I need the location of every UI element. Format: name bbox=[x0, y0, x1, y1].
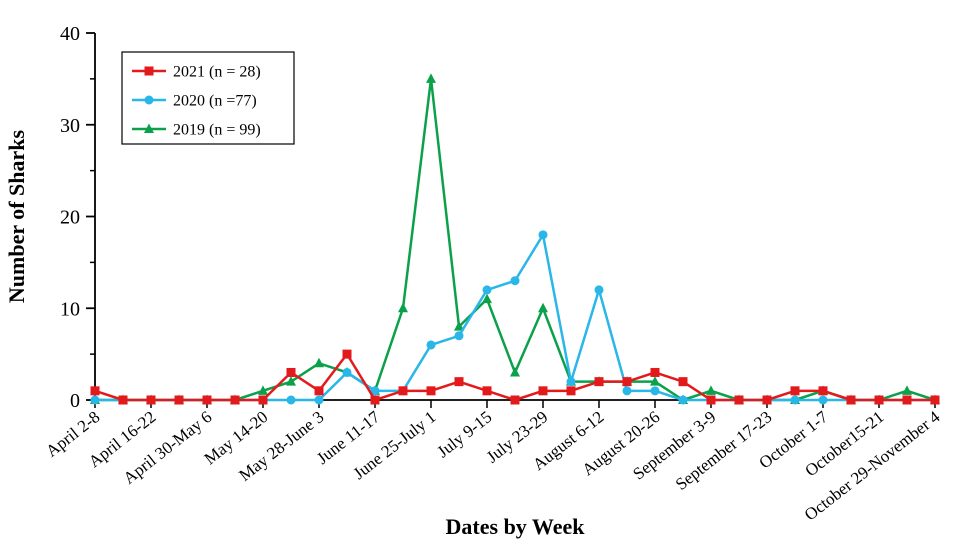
square-marker-2021 bbox=[202, 395, 212, 405]
legend-entry-2020: 2020 (n =77) bbox=[132, 93, 257, 110]
circle-marker-2020 bbox=[342, 367, 352, 377]
circle-marker-2020 bbox=[454, 331, 464, 341]
circle-marker-2020 bbox=[314, 395, 324, 405]
y-tick-label: 10 bbox=[60, 298, 80, 320]
y-tick-label: 0 bbox=[70, 390, 80, 412]
y-axis-title: Number of Sharks bbox=[4, 129, 29, 303]
square-marker-2021 bbox=[230, 395, 240, 405]
square-marker-2021 bbox=[342, 349, 352, 359]
square-marker-2021 bbox=[790, 386, 800, 396]
square-marker-2021 bbox=[734, 395, 744, 405]
circle-marker-2020 bbox=[538, 230, 548, 240]
circle-marker-2020 bbox=[426, 340, 436, 350]
triangle-marker-2019 bbox=[286, 376, 296, 386]
series-2021-line bbox=[94, 352, 935, 402]
circle-marker-2020 bbox=[510, 276, 520, 286]
triangle-marker-2019 bbox=[482, 293, 492, 304]
triangle-marker-2019 bbox=[902, 385, 912, 395]
legend-square-icon bbox=[144, 66, 154, 76]
triangle-marker-2019 bbox=[510, 366, 520, 377]
square-marker-2021 bbox=[146, 395, 156, 405]
square-marker-2021 bbox=[874, 395, 884, 405]
legend-entry-2021: 2021 (n = 28) bbox=[132, 64, 261, 81]
square-marker-2021 bbox=[314, 386, 324, 396]
circle-marker-2020 bbox=[594, 285, 604, 295]
circle-marker-2020 bbox=[622, 386, 632, 396]
circle-marker-2020 bbox=[650, 386, 660, 396]
square-marker-2021 bbox=[454, 377, 464, 387]
square-marker-2021 bbox=[538, 386, 548, 396]
circle-marker-2020 bbox=[790, 395, 800, 405]
triangle-marker-2019 bbox=[706, 385, 716, 395]
legend-label-2019: 2019 (n = 99) bbox=[173, 122, 261, 139]
y-tick-label: 20 bbox=[60, 207, 80, 229]
square-marker-2021 bbox=[510, 395, 520, 405]
legend: 2021 (n = 28) 2020 (n =77) 2019 (n = 99) bbox=[121, 51, 295, 145]
square-marker-2021 bbox=[650, 367, 660, 377]
square-marker-2021 bbox=[566, 386, 576, 396]
square-marker-2021 bbox=[370, 395, 380, 405]
triangle-marker-2019 bbox=[426, 73, 436, 83]
triangle-marker-2019 bbox=[314, 357, 324, 368]
circle-marker-2020 bbox=[818, 395, 828, 405]
square-marker-2021 bbox=[678, 377, 688, 387]
x-tick-label: September 17-23 bbox=[672, 407, 776, 494]
square-marker-2021 bbox=[706, 395, 716, 405]
legend-label-2021: 2021 (n = 28) bbox=[173, 64, 261, 81]
square-marker-2021 bbox=[90, 386, 100, 396]
y-tick-label: 30 bbox=[60, 115, 80, 137]
circle-marker-2020 bbox=[566, 377, 576, 387]
legend-label-2020: 2020 (n =77) bbox=[173, 93, 257, 110]
triangle-marker-2019 bbox=[650, 376, 660, 386]
circle-marker-2020 bbox=[370, 386, 380, 396]
square-marker-2021 bbox=[594, 377, 604, 387]
y-tick-label: 40 bbox=[60, 23, 80, 45]
square-marker-2021 bbox=[426, 386, 436, 396]
square-marker-2021 bbox=[930, 395, 940, 405]
square-marker-2021 bbox=[118, 395, 128, 405]
triangle-marker-2019 bbox=[454, 321, 464, 331]
triangle-marker-2019 bbox=[538, 302, 548, 313]
triangle-marker-2019 bbox=[258, 385, 268, 395]
square-marker-2021 bbox=[174, 395, 184, 405]
series-2020 bbox=[90, 230, 940, 405]
square-marker-2021 bbox=[258, 395, 268, 405]
circle-marker-2020 bbox=[678, 395, 688, 405]
x-axis-title: Dates by Week bbox=[446, 514, 586, 539]
square-marker-2021 bbox=[622, 377, 632, 387]
circle-marker-2020 bbox=[286, 395, 296, 405]
square-marker-2021 bbox=[846, 395, 856, 405]
square-marker-2021 bbox=[398, 386, 408, 396]
square-marker-2021 bbox=[902, 395, 912, 405]
square-marker-2021 bbox=[286, 367, 296, 377]
square-marker-2021 bbox=[818, 386, 828, 396]
series-2021 bbox=[90, 349, 940, 405]
square-marker-2021 bbox=[482, 386, 492, 396]
circle-marker-2020 bbox=[482, 285, 492, 295]
legend-triangle-icon bbox=[144, 123, 154, 133]
circle-marker-2020 bbox=[90, 395, 100, 405]
legend-entry-2019: 2019 (n = 99) bbox=[132, 122, 261, 139]
triangle-marker-2019 bbox=[398, 302, 408, 313]
legend-circle-icon bbox=[144, 95, 154, 105]
square-marker-2021 bbox=[762, 395, 772, 405]
